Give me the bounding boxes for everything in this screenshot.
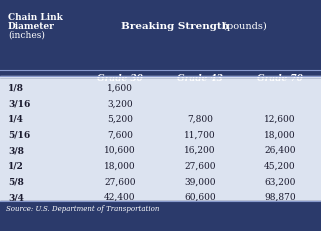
Text: 7,800: 7,800 [187,115,213,124]
Text: 63,200: 63,200 [264,177,296,186]
Text: 1/4: 1/4 [8,115,24,124]
Text: Breaking Strength: Breaking Strength [121,22,229,31]
Text: 1/2: 1/2 [8,162,24,171]
Text: Chain Link: Chain Link [8,13,63,22]
Text: Grade 30: Grade 30 [97,74,143,83]
Text: 18,000: 18,000 [264,131,296,140]
Text: 26,400: 26,400 [264,146,296,155]
Text: Source: U.S. Department of Transportation: Source: U.S. Department of Transportatio… [6,205,159,213]
Text: Grade 43: Grade 43 [177,74,223,83]
Text: 42,400: 42,400 [104,193,136,202]
Text: (pounds): (pounds) [220,22,267,31]
Text: 3/8: 3/8 [8,146,24,155]
Bar [0,76,321,216]
Text: 45,200: 45,200 [264,162,296,171]
Bar [0,201,321,231]
Text: Diameter: Diameter [8,22,55,31]
Text: 1,600: 1,600 [107,84,133,93]
Text: 16,200: 16,200 [184,146,216,155]
Text: Grade 70: Grade 70 [257,74,303,83]
Text: 11,700: 11,700 [184,131,216,140]
Text: 10,600: 10,600 [104,146,136,155]
Text: 1/8: 1/8 [8,84,24,93]
Text: 60,600: 60,600 [184,193,216,202]
Text: 3,200: 3,200 [107,99,133,108]
Text: 7,600: 7,600 [107,131,133,140]
Text: 5/8: 5/8 [8,177,24,186]
Text: (inches): (inches) [8,31,45,40]
Text: 5,200: 5,200 [107,115,133,124]
Text: 12,600: 12,600 [264,115,296,124]
Text: 5/16: 5/16 [8,131,30,140]
Text: 18,000: 18,000 [104,162,136,171]
Text: 98,870: 98,870 [264,193,296,202]
Text: 27,600: 27,600 [184,162,216,171]
Text: 3/4: 3/4 [8,193,24,202]
Bar [0,0,321,70]
Text: 27,600: 27,600 [104,177,136,186]
Text: 39,000: 39,000 [184,177,216,186]
Text: 3/16: 3/16 [8,99,30,108]
